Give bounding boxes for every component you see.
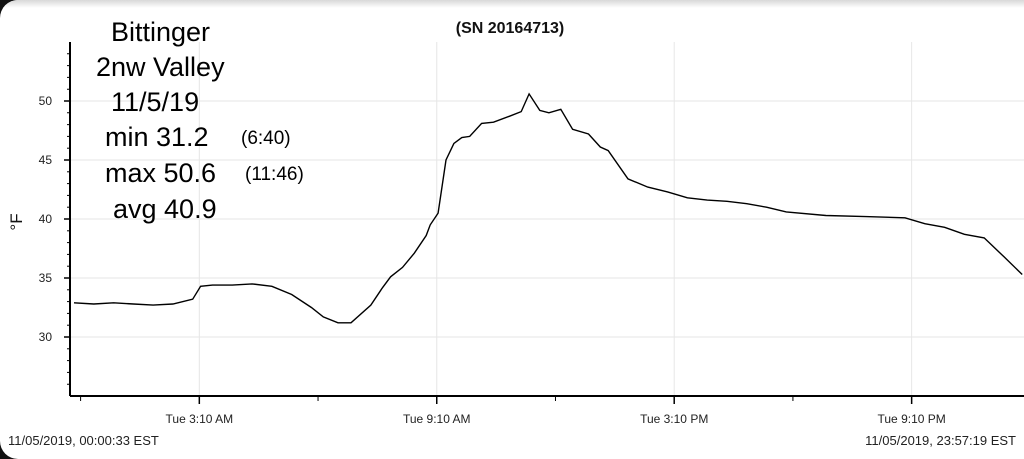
grid-lines bbox=[70, 42, 1024, 396]
y-tick-label: 50 bbox=[39, 94, 53, 108]
location-line-2: 2nw Valley bbox=[96, 52, 225, 82]
avg-label: avg 40.9 bbox=[113, 194, 217, 224]
min-label: min 31.2 bbox=[105, 122, 209, 152]
start-timestamp: 11/05/2019, 00:00:33 EST bbox=[8, 433, 159, 448]
y-tick-label: 30 bbox=[39, 330, 53, 344]
y-tick-label: 40 bbox=[39, 212, 53, 226]
max-label: max 50.6 bbox=[105, 158, 217, 188]
end-timestamp: 11/05/2019, 23:57:19 EST bbox=[865, 433, 1016, 448]
x-tick-label: Tue 9:10 AM bbox=[403, 412, 471, 426]
chart-title: (SN 20164713) bbox=[456, 20, 565, 37]
min-time: (6:40) bbox=[241, 128, 291, 149]
location-line-1: Bittinger bbox=[111, 17, 211, 47]
x-tick-label: Tue 3:10 AM bbox=[166, 412, 234, 426]
date-label: 11/5/19 bbox=[111, 87, 200, 117]
y-tick-label: 35 bbox=[39, 271, 53, 285]
x-tick-label: Tue 9:10 PM bbox=[878, 412, 946, 426]
temperature-series-line bbox=[73, 92, 1023, 324]
top-shadow bbox=[0, 0, 1024, 8]
y-axis-label: °F bbox=[7, 213, 26, 230]
x-ticks: Tue 3:10 AM Tue 9:10 AM Tue 3:10 PM Tue 9:1… bbox=[80, 396, 946, 426]
y-tick-label: 45 bbox=[39, 153, 53, 167]
y-ticks: 30 35 40 45 50 bbox=[39, 53, 70, 385]
x-tick-label: Tue 3:10 PM bbox=[640, 412, 708, 426]
max-time: (11:46) bbox=[245, 164, 304, 185]
